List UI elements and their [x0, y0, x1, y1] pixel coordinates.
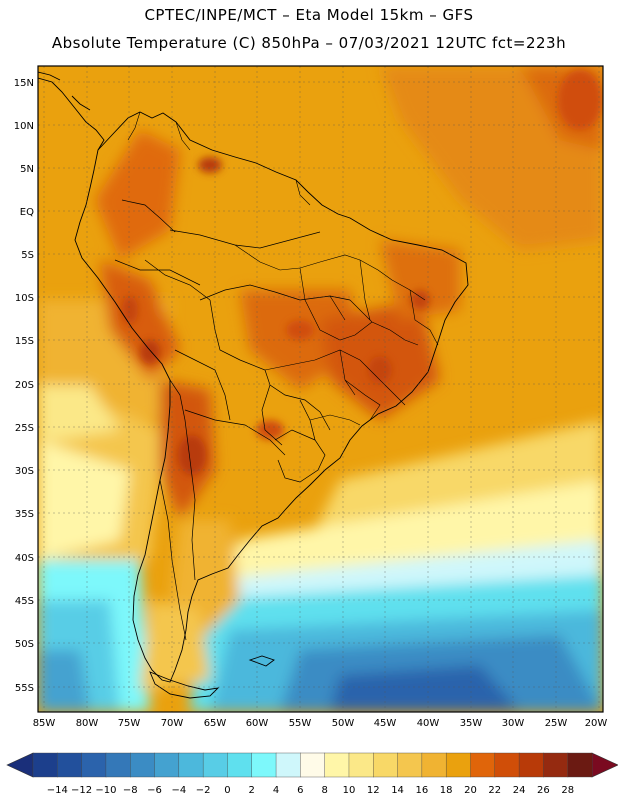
colorbar-label: 26	[537, 785, 550, 796]
colorbar-swatch	[543, 752, 569, 778]
lon-label: 30W	[502, 718, 525, 729]
lat-label: 35S	[15, 509, 34, 520]
andes-ridge	[127, 111, 311, 206]
south-america-coastline	[74, 111, 469, 683]
plot-frame	[37, 65, 604, 713]
lon-label: 65W	[204, 718, 227, 729]
colorbar-swatch	[130, 752, 156, 778]
colorbar-label: 4	[273, 785, 279, 796]
lon-label: 40W	[417, 718, 440, 729]
colorbar-label: −10	[95, 785, 116, 796]
lat-label: 45S	[15, 596, 34, 607]
colorbar-label: 8	[321, 785, 327, 796]
lat-label: 50S	[15, 639, 34, 650]
colorbar-right-arrow	[591, 752, 618, 778]
colorbar-label: 24	[513, 785, 526, 796]
lon-label: 75W	[118, 718, 141, 729]
colorbar-label: −12	[71, 785, 92, 796]
colorbar-swatch	[32, 752, 58, 778]
colorbar-label: −4	[171, 785, 186, 796]
colorbar-label: 2	[249, 785, 255, 796]
lon-label: 25W	[545, 718, 568, 729]
lat-label: 55S	[15, 683, 34, 694]
falklands	[248, 655, 275, 667]
colorbar-label: 6	[297, 785, 303, 796]
colorbar-label: −8	[123, 785, 138, 796]
colorbar: −14 −12 −10 −8 −6 −4 −2 0 2 4 6 8 10 12 14 16 18 20 22 24 26…	[6, 752, 618, 796]
longitude-axis: 85W 80W 75W 70W 65W 60W 55W 50W 45W 40W …	[33, 718, 608, 729]
colorbar-swatch	[251, 752, 277, 778]
borders	[114, 199, 351, 641]
colorbar-swatch	[324, 752, 350, 778]
colorbar-swatch	[373, 752, 399, 778]
colorbar-label: 10	[343, 785, 356, 796]
colorbar-swatch	[178, 752, 204, 778]
lat-label: 30S	[15, 466, 34, 477]
colorbar-swatch	[275, 752, 301, 778]
colorbar-swatch	[105, 752, 131, 778]
colorbar-label: 28	[561, 785, 574, 796]
colorbar-label: −14	[47, 785, 68, 796]
colorbar-swatch	[567, 752, 593, 778]
colorbar-label: 14	[391, 785, 404, 796]
colorbar-swatch	[494, 752, 520, 778]
lat-label: 20S	[15, 380, 34, 391]
lat-label: 10N	[14, 121, 34, 132]
lon-label: 80W	[76, 718, 99, 729]
colorbar-swatch	[202, 752, 228, 778]
caribbean-coast	[38, 71, 91, 111]
map-title-line-2: Absolute Temperature (C) 850hPa – 07/03/…	[51, 34, 567, 52]
colorbar-swatch	[445, 752, 471, 778]
latitude-axis: 15N 10N 5N EQ 5S 10S 15S 20S 25S 30S 35S…	[14, 78, 34, 694]
colorbar-swatch	[300, 752, 326, 778]
tierra-del-fuego	[149, 671, 220, 699]
colorbar-swatch	[57, 752, 83, 778]
coastlines-and-borders	[38, 71, 469, 699]
lat-label: 5N	[20, 164, 34, 175]
lon-label: 60W	[246, 718, 269, 729]
colorbar-swatch	[348, 752, 374, 778]
lon-label: 20W	[585, 718, 608, 729]
temperature-field	[38, 66, 603, 712]
lon-label: 45W	[374, 718, 397, 729]
colorbar-swatch	[518, 752, 544, 778]
lat-label: 5S	[21, 250, 34, 261]
colorbar-label: 12	[367, 785, 380, 796]
map-title-line-1: CPTEC/INPE/MCT – Eta Model 15km – GFS	[144, 6, 474, 24]
lat-label: 25S	[15, 423, 34, 434]
colorbar-label: 0	[224, 785, 230, 796]
colorbar-label: 18	[440, 785, 453, 796]
colorbar-label: 20	[464, 785, 477, 796]
lat-label: 10S	[15, 293, 34, 304]
colorbar-swatch	[154, 752, 180, 778]
colorbar-left-arrow	[6, 752, 34, 778]
lon-label: 70W	[161, 718, 184, 729]
colorbar-label: 16	[416, 785, 429, 796]
lon-label: 55W	[289, 718, 312, 729]
lat-label: 40S	[15, 553, 34, 564]
colorbar-swatch	[397, 752, 423, 778]
colorbar-label: −6	[147, 785, 162, 796]
lat-label: 15N	[14, 78, 34, 89]
graticule	[38, 66, 603, 712]
colorbar-swatch	[227, 752, 253, 778]
colorbar-swatch	[81, 752, 107, 778]
lon-label: 50W	[332, 718, 355, 729]
colorbar-label: 22	[488, 785, 501, 796]
central-america-coastline	[38, 77, 105, 151]
colorbar-swatch	[470, 752, 496, 778]
lon-label: 35W	[460, 718, 483, 729]
lat-label: 15S	[15, 336, 34, 347]
lat-label: EQ	[20, 207, 34, 218]
colorbar-label: −2	[196, 785, 211, 796]
colorbar-swatch	[421, 752, 447, 778]
lon-label: 85W	[33, 718, 56, 729]
